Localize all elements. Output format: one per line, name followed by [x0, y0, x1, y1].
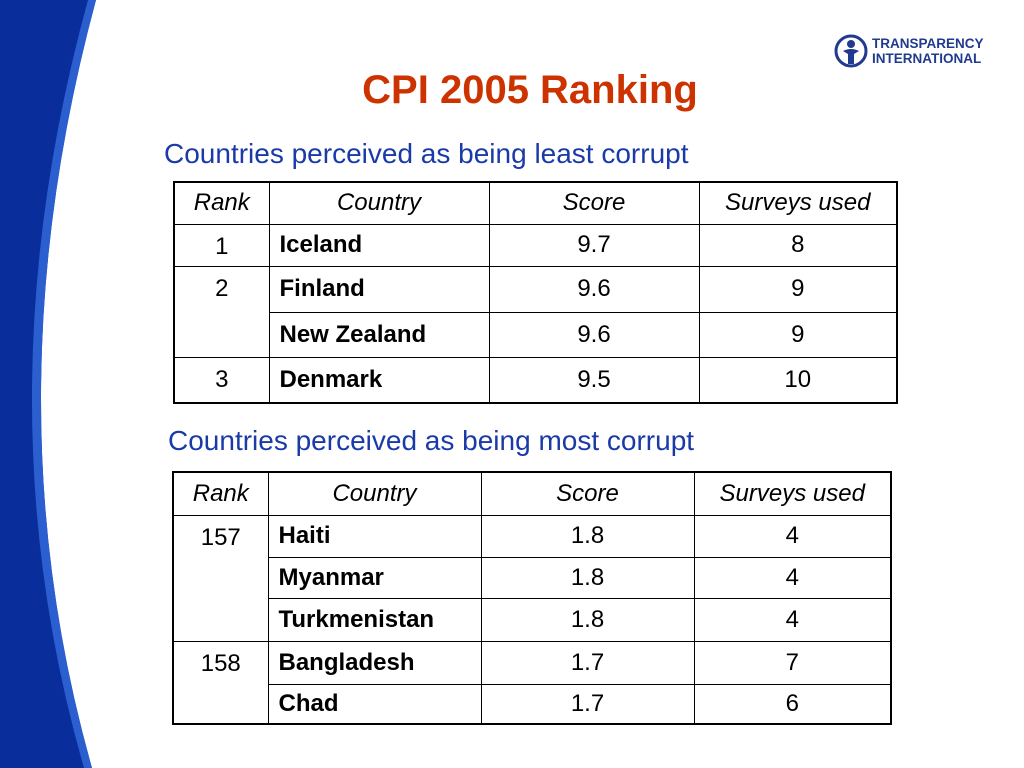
table-row: 3 Denmark 9.5 10 [173, 356, 898, 404]
country-cell: Bangladesh [267, 640, 482, 685]
header-row: Rank Country Score Surveys used [173, 181, 898, 225]
rank-cell: 2 [173, 265, 270, 358]
score-cell: 1.8 [480, 556, 695, 599]
ranking-table: Rank Country Score Surveys used 1 Iceland 9.7 8… [173, 181, 898, 404]
table-subtitle: Countries perceived as being least corru… [164, 138, 689, 169]
table-row: 158 Bangladesh 1.7 7 [172, 640, 892, 725]
rank-cell: 158 [172, 640, 269, 725]
table-row: New Zealand 9.6 9 [174, 311, 898, 358]
score-cell: 9.6 [488, 311, 700, 358]
surveys-cell: 10 [698, 356, 898, 404]
surveys-cell: 4 [693, 556, 892, 599]
country-cell: Chad [267, 683, 482, 725]
country-cell: Iceland [268, 223, 490, 267]
score-cell: 1.7 [480, 640, 695, 685]
country-cell: Turkmenistan [267, 597, 482, 642]
score-cell: 1.7 [480, 683, 695, 725]
table-row: Chad 1.7 6 [173, 683, 892, 725]
header-cell: Surveys used [698, 181, 898, 225]
ranking-table: Rank Country Score Surveys used 157 Haiti 1.8 4… [172, 471, 892, 725]
surveys-cell: 4 [693, 597, 892, 642]
surveys-cell: 4 [693, 514, 892, 558]
table-row: Turkmenistan 1.8 4 [173, 597, 892, 642]
logo-line: INTERNATIONAL [872, 51, 982, 66]
rank-cell: 157 [172, 514, 269, 642]
header-cell: Rank [173, 181, 270, 225]
surveys-cell: 9 [698, 311, 898, 358]
header-cell: Rank [172, 471, 269, 516]
table-subtitle: Countries perceived as being most corrup… [168, 425, 695, 456]
surveys-cell: 9 [698, 265, 898, 313]
header-cell: Surveys used [693, 471, 892, 516]
header-cell: Score [488, 181, 700, 225]
logo: TRANSPARENCY INTERNATIONAL [834, 34, 984, 68]
slide-title: CPI 2005 Ranking [362, 68, 698, 112]
score-cell: 1.8 [480, 514, 695, 558]
table-row: 2 Finland 9.6 9 [173, 265, 898, 358]
header-row: Rank Country Score Surveys used [172, 471, 892, 516]
table-row: 157 Haiti 1.8 4 [172, 514, 892, 642]
logo-icon [834, 34, 868, 68]
score-cell: 9.7 [488, 223, 700, 267]
country-cell: Denmark [268, 356, 490, 404]
country-cell: Haiti [267, 514, 482, 558]
table-row: 1 Iceland 9.7 8 [173, 223, 898, 267]
score-cell: 9.5 [488, 356, 700, 404]
country-cell: New Zealand [268, 311, 490, 358]
surveys-cell: 8 [698, 223, 898, 267]
header-cell: Country [268, 181, 490, 225]
header-cell: Score [480, 471, 695, 516]
rank-cell: 3 [173, 356, 270, 404]
rank-cell: 1 [173, 223, 270, 267]
score-cell: 9.6 [488, 265, 700, 313]
logo-line: TRANSPARENCY [872, 36, 984, 51]
surveys-cell: 7 [693, 640, 892, 685]
left-swoosh [0, 0, 97, 768]
country-cell: Finland [268, 265, 490, 313]
score-cell: 1.8 [480, 597, 695, 642]
country-cell: Myanmar [267, 556, 482, 599]
surveys-cell: 6 [693, 683, 892, 725]
header-cell: Country [267, 471, 482, 516]
table-row: Myanmar 1.8 4 [173, 556, 892, 599]
